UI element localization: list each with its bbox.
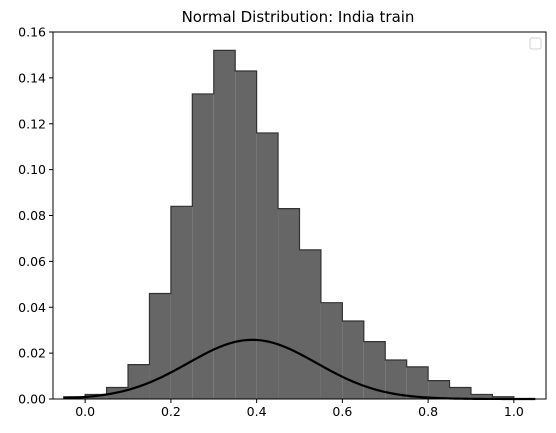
histogram-bar: [149, 293, 171, 399]
chart-title: Normal Distribution: India train: [182, 8, 415, 26]
histogram-bar: [128, 364, 150, 399]
y-tick-label: 0.06: [18, 254, 46, 269]
y-tick-label: 0.02: [18, 346, 46, 361]
histogram-bar: [363, 341, 386, 399]
histogram-bar: [385, 360, 407, 399]
y-axis-ticks: 0.00 0.02 0.04 0.06 0.08 0.10 0.12 0.14 0.16: [18, 25, 53, 407]
x-tick-label: 0.0: [75, 404, 95, 419]
x-tick-label: 0.4: [247, 404, 267, 419]
histogram-bar: [406, 366, 429, 399]
x-tick-label: 0.8: [418, 404, 438, 419]
histogram-bar: [235, 70, 257, 400]
y-tick-label: 0.08: [18, 208, 46, 223]
y-tick-label: 0.10: [18, 162, 46, 177]
legend-box: [529, 37, 542, 50]
x-axis-ticks: 0.0 0.2 0.4 0.6 0.8 1.0: [75, 399, 524, 419]
histogram-bar: [299, 249, 321, 399]
y-tick-label: 0.16: [18, 25, 46, 40]
histogram-bar: [213, 50, 236, 399]
y-tick-label: 0.00: [18, 392, 46, 407]
bars-layer: [63, 49, 515, 400]
histogram-outline: [63, 49, 515, 399]
histogram-bar: [278, 208, 300, 399]
histogram-bar: [320, 302, 343, 399]
histogram-bar: [470, 394, 493, 399]
histogram-bar: [192, 93, 214, 400]
x-tick-label: 0.2: [161, 404, 181, 419]
histogram-bar: [342, 321, 364, 399]
y-tick-label: 0.14: [18, 70, 46, 85]
histogram-bar: [170, 206, 193, 399]
histogram-bar: [449, 387, 471, 399]
histogram-bar: [256, 132, 279, 400]
histogram-bar: [428, 380, 450, 399]
y-tick-label: 0.04: [18, 300, 46, 315]
y-tick-label: 0.12: [18, 116, 46, 131]
x-tick-label: 1.0: [504, 404, 524, 419]
x-tick-label: 0.6: [332, 404, 352, 419]
histogram-bar: [492, 396, 514, 399]
